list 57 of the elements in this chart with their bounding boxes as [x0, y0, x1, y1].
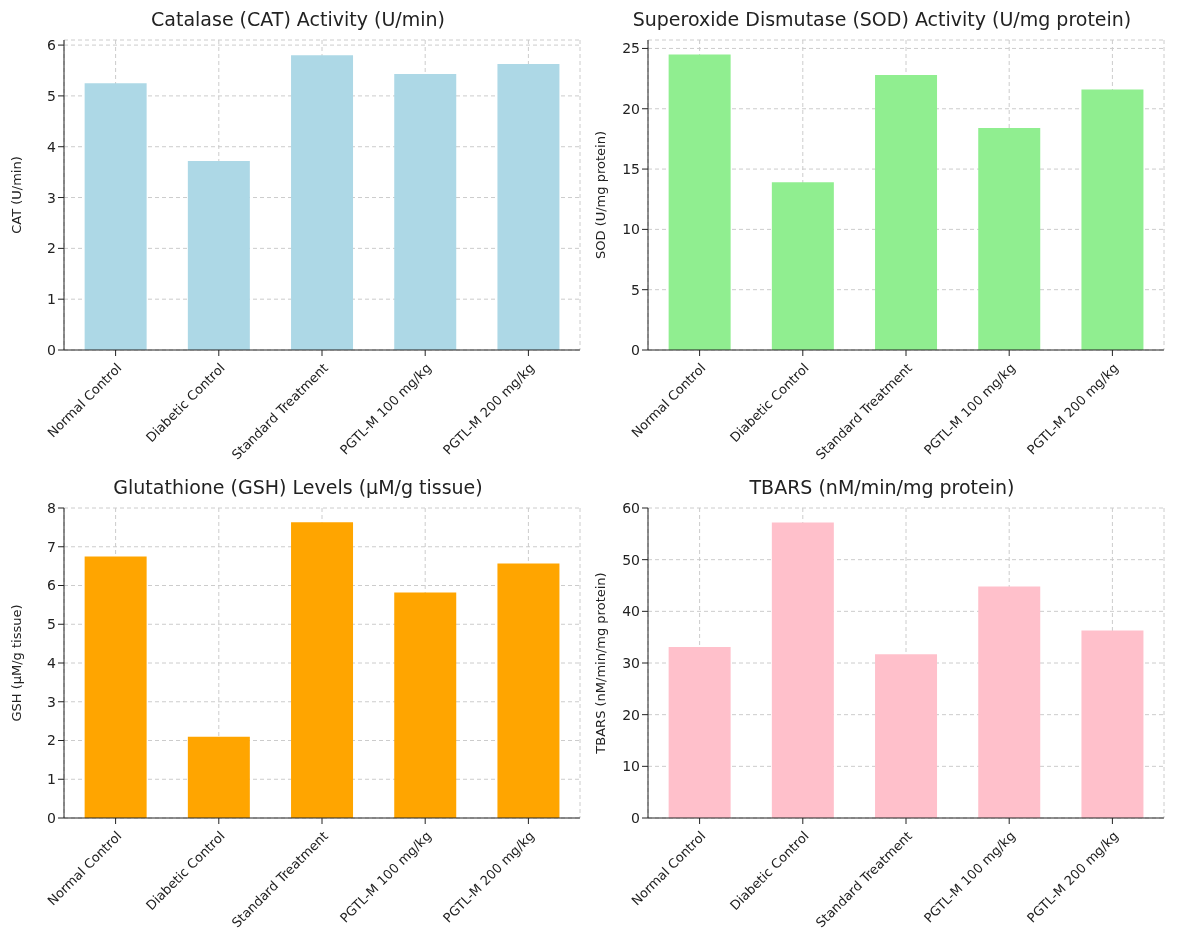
y-tick-label: 3 [47, 693, 56, 710]
y-tick-label: 15 [622, 161, 640, 178]
bar [291, 522, 354, 818]
bar [771, 182, 834, 350]
bar [978, 128, 1041, 350]
y-tick-label: 40 [622, 603, 640, 620]
y-tick-label: 50 [622, 551, 640, 568]
y-tick-label: 4 [47, 138, 57, 155]
y-tick-label: 0 [631, 809, 640, 826]
bar [394, 74, 457, 350]
y-tick-label: 20 [622, 706, 640, 723]
bar [875, 74, 938, 350]
bar [668, 54, 731, 350]
y-tick-label: 10 [622, 221, 640, 238]
y-tick-label: 1 [47, 771, 56, 788]
bar [497, 563, 560, 818]
bar [394, 592, 457, 818]
y-tick-label: 6 [47, 37, 57, 54]
y-tick-label: 6 [47, 577, 57, 594]
chart-title: Glutathione (GSH) Levels (μM/g tissue) [113, 476, 483, 498]
y-tick-label: 20 [622, 100, 640, 117]
bar [84, 556, 147, 818]
y-tick-label: 0 [47, 341, 56, 358]
y-tick-label: 0 [47, 809, 56, 826]
y-tick-label: 0 [631, 341, 640, 358]
bar [291, 55, 354, 350]
bar [187, 160, 250, 350]
y-tick-label: 5 [47, 87, 56, 104]
bar [497, 63, 560, 350]
y-tick-label: 4 [47, 654, 57, 671]
y-tick-label: 7 [47, 538, 56, 555]
chart-title: Catalase (CAT) Activity (U/min) [150, 8, 446, 32]
y-axis-title: GSH (μM/g tissue) [8, 604, 24, 722]
y-tick-label: 5 [631, 281, 640, 298]
chart-title: TBARS (nM/min/mg protein) [749, 476, 1015, 498]
chart-title: Superoxide Dismutase (SOD) Activity (U/mg protein) [631, 8, 1133, 32]
bar [187, 736, 250, 818]
y-tick-label: 10 [622, 758, 640, 775]
bar [668, 646, 731, 818]
bar [84, 83, 147, 350]
y-tick-label: 30 [622, 654, 640, 671]
bar [978, 586, 1041, 818]
y-axis-title: SOD (U/mg protein) [592, 131, 608, 259]
y-tick-label: 3 [47, 189, 56, 206]
y-tick-label: 1 [47, 291, 56, 308]
y-tick-label: 60 [622, 499, 640, 516]
y-axis-title: TBARS (nM/min/mg protein) [592, 572, 608, 755]
bar [1081, 89, 1144, 350]
y-tick-label: 2 [47, 240, 56, 257]
bar [771, 522, 834, 818]
bar [875, 654, 938, 818]
y-tick-label: 8 [47, 499, 56, 516]
y-axis-title: CAT (U/min) [8, 156, 24, 234]
y-tick-label: 5 [47, 616, 56, 633]
y-tick-label: 25 [622, 40, 640, 57]
bar [1081, 630, 1144, 818]
y-tick-label: 2 [47, 732, 56, 749]
